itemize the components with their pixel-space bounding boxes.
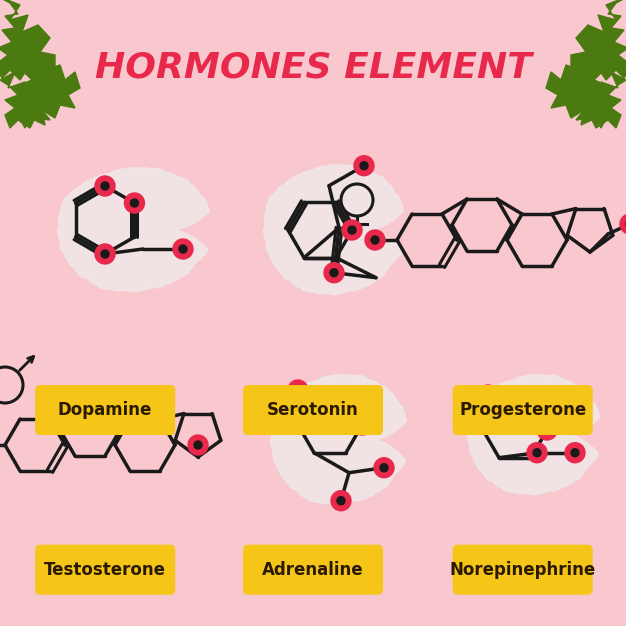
Circle shape	[374, 458, 394, 478]
Circle shape	[521, 393, 541, 413]
Circle shape	[571, 449, 579, 457]
Circle shape	[354, 156, 374, 176]
Text: Serotonin: Serotonin	[267, 401, 359, 419]
Text: Testosterone: Testosterone	[44, 561, 166, 578]
Circle shape	[179, 245, 187, 253]
Circle shape	[330, 269, 338, 277]
Polygon shape	[0, 72, 55, 128]
Polygon shape	[546, 55, 608, 128]
Circle shape	[337, 496, 345, 505]
Polygon shape	[58, 168, 209, 292]
Circle shape	[620, 214, 626, 234]
Circle shape	[336, 387, 356, 408]
FancyBboxPatch shape	[453, 385, 593, 435]
Circle shape	[288, 380, 308, 400]
FancyBboxPatch shape	[243, 385, 383, 435]
Polygon shape	[264, 165, 403, 295]
Circle shape	[478, 385, 498, 405]
Circle shape	[484, 391, 492, 399]
FancyBboxPatch shape	[453, 545, 593, 595]
Circle shape	[95, 244, 115, 264]
Polygon shape	[571, 72, 626, 128]
Circle shape	[360, 162, 368, 170]
Text: HORMONES ELEMENT: HORMONES ELEMENT	[95, 51, 531, 85]
FancyBboxPatch shape	[243, 545, 383, 595]
Polygon shape	[468, 375, 600, 495]
Circle shape	[194, 441, 202, 449]
Circle shape	[130, 199, 138, 207]
Text: Progesterone: Progesterone	[459, 401, 587, 419]
Circle shape	[101, 182, 109, 190]
Circle shape	[173, 239, 193, 259]
Text: Norepinephrine: Norepinephrine	[449, 561, 596, 578]
Circle shape	[348, 226, 356, 234]
Circle shape	[533, 449, 541, 457]
Circle shape	[527, 443, 547, 463]
Polygon shape	[0, 0, 55, 80]
Circle shape	[358, 421, 366, 429]
FancyBboxPatch shape	[35, 545, 175, 595]
Circle shape	[294, 386, 302, 394]
Polygon shape	[571, 0, 626, 80]
Circle shape	[537, 420, 557, 440]
Circle shape	[342, 393, 350, 401]
Polygon shape	[18, 55, 80, 128]
Polygon shape	[270, 374, 406, 505]
Circle shape	[371, 236, 379, 244]
Circle shape	[352, 415, 372, 435]
Circle shape	[365, 230, 385, 250]
Circle shape	[101, 250, 109, 258]
Circle shape	[331, 491, 351, 511]
FancyBboxPatch shape	[35, 385, 175, 435]
Circle shape	[188, 435, 208, 455]
Circle shape	[380, 464, 388, 472]
Circle shape	[95, 176, 115, 196]
Circle shape	[543, 426, 551, 434]
Text: Adrenaline: Adrenaline	[262, 561, 364, 578]
Text: Dopamine: Dopamine	[58, 401, 152, 419]
Circle shape	[125, 193, 145, 213]
Circle shape	[324, 263, 344, 283]
Circle shape	[527, 398, 535, 406]
Circle shape	[565, 443, 585, 463]
Circle shape	[342, 220, 362, 240]
